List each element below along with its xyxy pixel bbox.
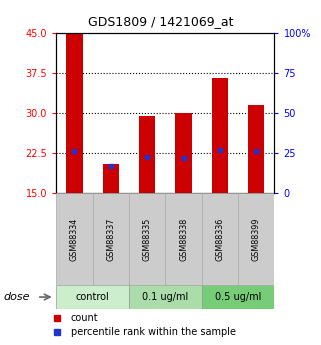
Bar bbox=[129, 193, 165, 285]
Bar bbox=[56, 193, 92, 285]
Text: GSM88399: GSM88399 bbox=[252, 217, 261, 261]
Bar bbox=[129, 285, 202, 309]
Text: 0.1 ug/ml: 0.1 ug/ml bbox=[142, 292, 188, 302]
Text: control: control bbox=[76, 292, 109, 302]
Bar bbox=[66, 33, 82, 193]
Bar bbox=[102, 164, 119, 193]
Text: GDS1809 / 1421069_at: GDS1809 / 1421069_at bbox=[88, 16, 233, 29]
Bar bbox=[175, 113, 192, 193]
Bar bbox=[212, 78, 228, 193]
Text: GSM88336: GSM88336 bbox=[215, 217, 224, 260]
Bar bbox=[248, 105, 265, 193]
Text: dose: dose bbox=[3, 292, 30, 302]
Text: GSM88337: GSM88337 bbox=[106, 217, 115, 260]
Bar bbox=[165, 193, 202, 285]
Bar bbox=[139, 116, 155, 193]
Text: GSM88338: GSM88338 bbox=[179, 217, 188, 260]
Bar bbox=[202, 285, 274, 309]
Bar bbox=[238, 193, 274, 285]
Text: percentile rank within the sample: percentile rank within the sample bbox=[71, 327, 236, 337]
Bar bbox=[92, 193, 129, 285]
Text: 0.5 ug/ml: 0.5 ug/ml bbox=[215, 292, 261, 302]
Text: count: count bbox=[71, 313, 99, 323]
Text: GSM88334: GSM88334 bbox=[70, 217, 79, 260]
Text: GSM88335: GSM88335 bbox=[143, 217, 152, 260]
Bar bbox=[202, 193, 238, 285]
Bar bbox=[56, 285, 129, 309]
